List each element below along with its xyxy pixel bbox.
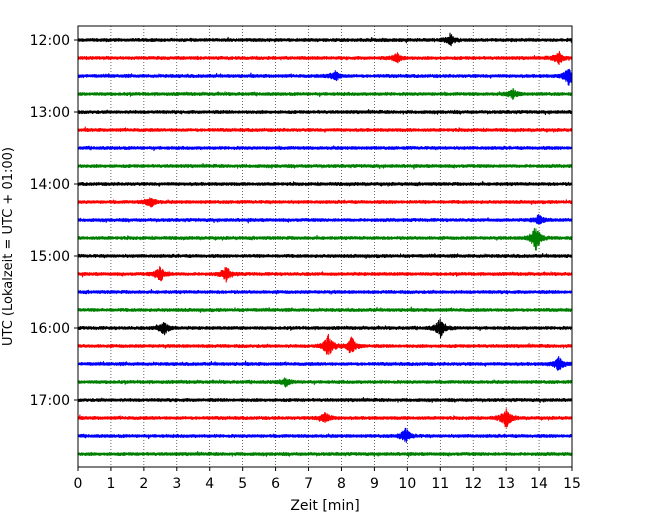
trace-1330	[77, 145, 573, 152]
trace-1645	[77, 377, 573, 388]
trace-1315	[77, 126, 573, 133]
x-tick-label: 6	[271, 476, 280, 492]
trace-1430	[77, 214, 573, 225]
x-tick-label: 8	[337, 476, 346, 492]
trace-1215	[77, 51, 573, 66]
x-tick-label: 5	[238, 476, 247, 492]
trace-1415	[77, 197, 573, 208]
trace-1400	[77, 180, 573, 187]
x-tick-label: 4	[205, 476, 214, 492]
trace-1730	[77, 427, 573, 443]
x-tick-label: 1	[106, 476, 115, 492]
trace-1300	[77, 108, 573, 116]
y-tick-label: 12:00	[30, 33, 70, 49]
trace-1530	[77, 288, 573, 295]
y-tick-label: 16:00	[30, 321, 70, 337]
x-tick-label: 13	[497, 476, 515, 492]
trace-1230	[77, 68, 573, 86]
y-tick-label: 14:00	[30, 177, 70, 193]
trace-1745	[77, 450, 573, 458]
trace-1545	[77, 306, 573, 314]
y-axis-label: UTC (Lokalzeit = UTC + 01:00)	[1, 147, 16, 346]
trace-1615	[77, 333, 573, 356]
trace-1700	[77, 396, 573, 404]
x-tick-label: 14	[530, 476, 548, 492]
trace-1715	[77, 408, 573, 428]
y-tick-label: 13:00	[30, 105, 70, 121]
trace-1630	[77, 356, 573, 371]
x-tick-label: 9	[370, 476, 379, 492]
trace-1245	[77, 88, 573, 100]
x-axis-label: Zeit [min]	[290, 498, 359, 514]
x-tick-label: 10	[398, 476, 416, 492]
x-tick-label: 11	[431, 476, 449, 492]
x-tick-label: 3	[172, 476, 181, 492]
x-tick-label: 2	[139, 476, 148, 492]
seismogram-traces	[77, 32, 573, 458]
trace-1600	[77, 318, 573, 339]
trace-1445	[77, 227, 573, 251]
trace-1345	[77, 162, 573, 170]
trace-1500	[77, 252, 573, 260]
trace-1200	[77, 32, 573, 47]
x-axis-ticks: 0 1 2 3 4 5 6 7 8 9 10 11 12 13 14 15	[74, 467, 581, 492]
y-axis-ticks: 12:00 13:00 14:00 15:00 16:00 17:00	[30, 33, 78, 409]
y-tick-label: 17:00	[30, 393, 70, 409]
x-tick-label: 15	[563, 476, 581, 492]
plot-frame	[77, 25, 573, 468]
x-tick-label: 12	[464, 476, 482, 492]
trace-1515	[77, 266, 573, 283]
x-tick-label: 7	[304, 476, 313, 492]
x-tick-label: 0	[74, 476, 83, 492]
y-tick-label: 15:00	[30, 249, 70, 265]
